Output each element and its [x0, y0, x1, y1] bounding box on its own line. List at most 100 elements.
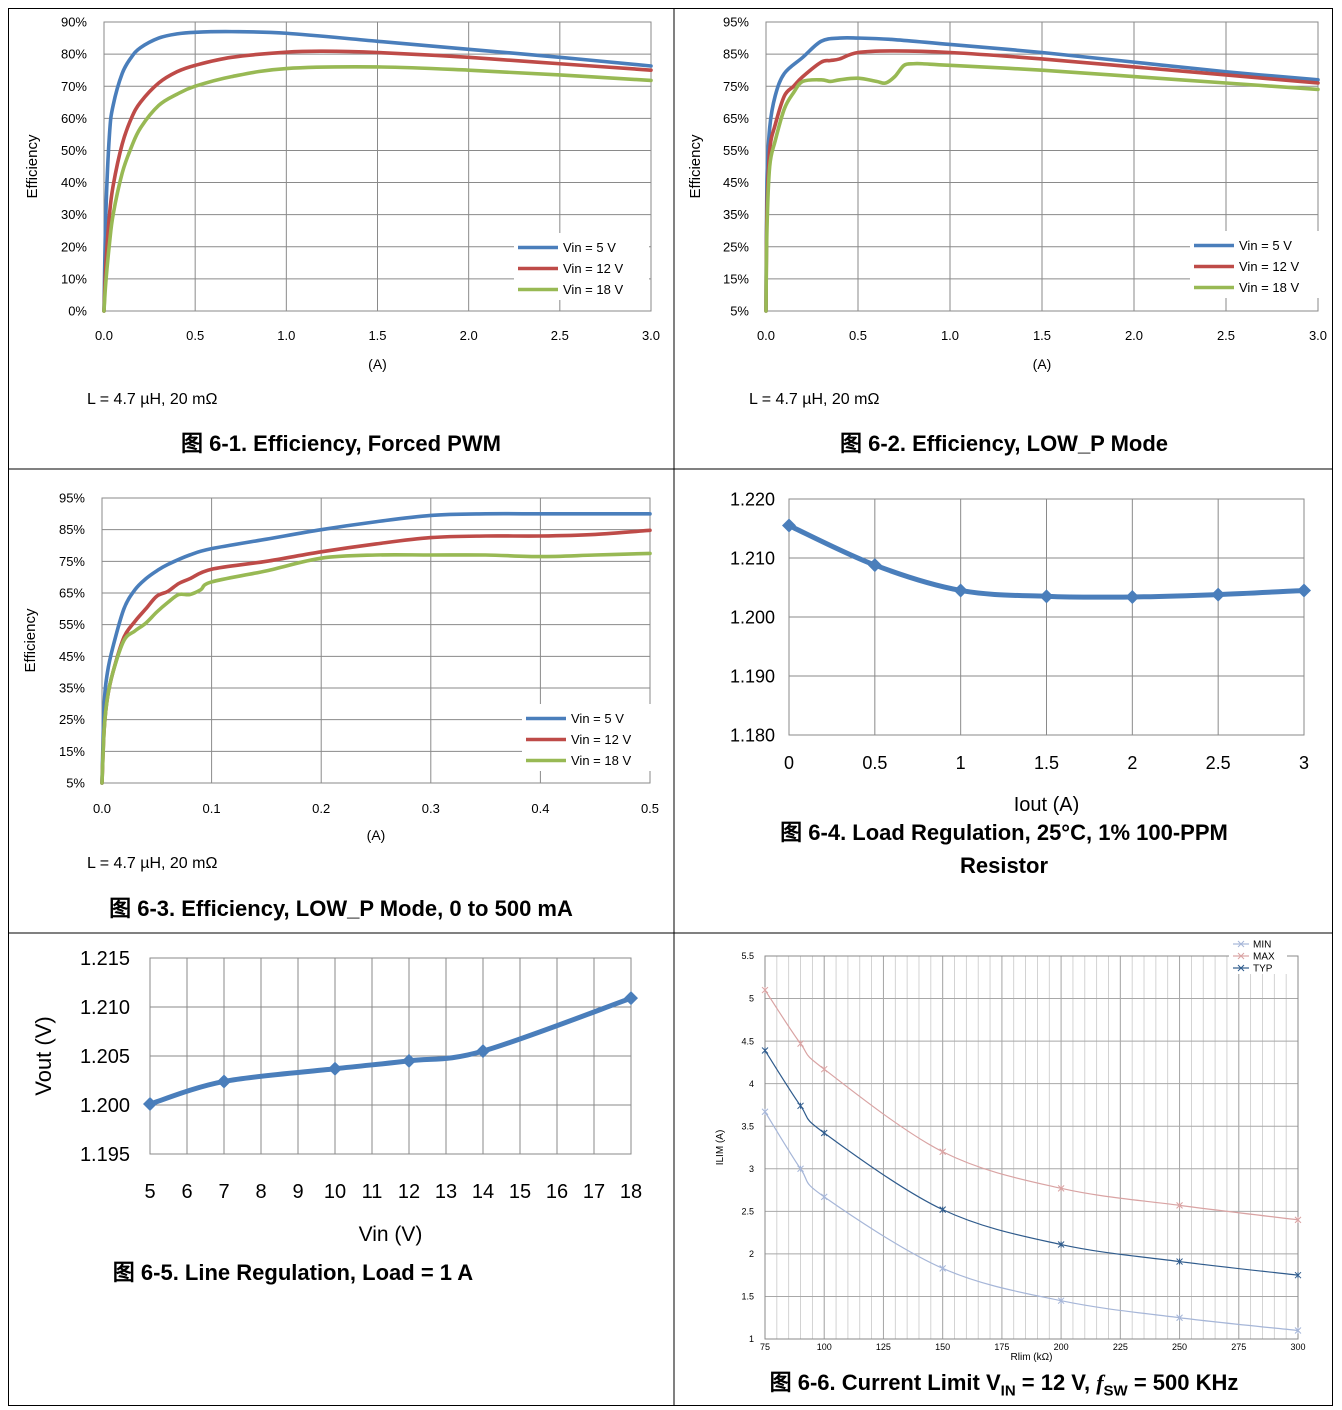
figure-caption: 图 6-3. Efficiency, LOW_P Mode, 0 to 500 …	[109, 896, 573, 921]
figure-caption-line-2: Resistor	[959, 853, 1049, 878]
panel-fig-6-2: 5% 15% 25% 35% 45% 55% 65% 75% 85% 95% 0.0 0.5 1.0 1.…	[675, 8, 1333, 469]
panel-fig-6-1: 0% 10% 20% 30% 40% 50% 60% 70% 80% 90% 0.0 0.5 1.0 1.…	[8, 8, 674, 469]
x-tick-label: 0.5	[849, 328, 867, 343]
x-tick-label: 8	[255, 1181, 266, 1203]
series-line-max	[764, 989, 1299, 1221]
caption-main: 图 6-6. Current Limit V	[769, 1370, 1001, 1395]
x-tick-label: 11	[362, 1181, 383, 1203]
y-tick-label: 45%	[59, 649, 85, 664]
x-axis-label: (A)	[1033, 356, 1052, 372]
data-point-marker	[761, 1047, 769, 1054]
y-tick-label: 3	[749, 1164, 754, 1174]
data-point-marker	[1176, 1314, 1183, 1322]
chart-line-regulation: 1.195 1.200 1.205 1.210 1.215 5 6 7 8 9 10 11 12 13 14…	[31, 948, 642, 1246]
data-point-marker	[1294, 1216, 1302, 1224]
data-point-marker	[402, 1053, 416, 1068]
data-point-marker	[939, 1265, 947, 1272]
data-point-marker	[797, 1102, 804, 1110]
panel-fig-6-3: 5% 15% 25% 35% 45% 55% 65% 75% 85% 95% 0.0 0.1 0.2 0.…	[8, 470, 674, 933]
x-tick-label: 0.0	[95, 328, 113, 343]
caption-subscript-sw: SW	[1103, 1382, 1128, 1400]
y-tick-label: 25%	[59, 712, 85, 727]
inductor-note: L = 4.7 µH, 20 mΩ	[87, 855, 218, 872]
legend-label-vin-5-v: Vin = 5 V	[1239, 238, 1292, 253]
y-tick-label: 2	[749, 1249, 754, 1259]
grid-borders	[8, 8, 1333, 1406]
data-point-marker	[1297, 583, 1311, 598]
y-tick-label: 35%	[59, 681, 85, 696]
y-tick-label: 10%	[61, 271, 87, 286]
y-tick-label: 1.200	[730, 607, 775, 627]
x-tick-label: 250	[1172, 1342, 1187, 1352]
y-tick-label: 25%	[723, 239, 749, 254]
legend-label-max: MAX	[1253, 952, 1275, 963]
series-line-vin-12-v	[102, 49, 653, 313]
legend-label-vin-5-v: Vin = 5 V	[571, 711, 624, 726]
x-tick-label: 0.5	[641, 801, 659, 816]
data-point-marker	[939, 1206, 947, 1213]
x-tick-label: 2.0	[1125, 328, 1143, 343]
y-axis-label: Vout (V)	[31, 1016, 56, 1095]
y-tick-label: 1.220	[730, 489, 775, 509]
x-tick-label: 2.5	[1217, 328, 1235, 343]
y-tick-label: 1.5	[741, 1292, 754, 1302]
plot-area-frame	[103, 21, 652, 312]
figure-caption: 图 6-5. Line Regulation, Load = 1 A	[112, 1260, 474, 1285]
legend-label-vin-12-v: Vin = 12 V	[1239, 259, 1299, 274]
y-tick-label: 95%	[723, 15, 749, 30]
y-tick-label: 5.5	[741, 951, 754, 961]
figure-caption: 图 6-1. Efficiency, Forced PWM	[181, 431, 501, 456]
plot-area-frame	[764, 955, 1299, 1340]
x-tick-label: 18	[620, 1181, 642, 1203]
x-tick-label: 3.0	[642, 328, 660, 343]
series-line-min	[764, 1111, 1299, 1332]
y-tick-label: 85%	[723, 47, 749, 62]
y-tick-label: 1.200	[80, 1095, 130, 1117]
x-axis-label: Iout (A)	[1014, 794, 1080, 815]
legend-label-vin-18-v: Vin = 18 V	[563, 282, 623, 297]
y-tick-label: 5	[749, 994, 754, 1004]
data-point-marker	[761, 986, 769, 994]
legend-label-vin-12-v: Vin = 12 V	[563, 261, 623, 276]
x-axis-label: (A)	[367, 827, 386, 843]
y-tick-label: 1	[749, 1334, 754, 1344]
y-tick-label: 1.190	[730, 666, 775, 686]
inductor-note: L = 4.7 µH, 20 mΩ	[749, 391, 880, 408]
series-line-typ	[764, 1049, 1299, 1276]
plot-area-frame	[101, 497, 651, 784]
plot-area-frame	[149, 957, 632, 1155]
legend-marker	[1237, 952, 1245, 960]
x-tick-label: 200	[1054, 1342, 1069, 1352]
series-line-vin-5-v	[102, 29, 653, 313]
y-tick-label: 70%	[61, 79, 87, 94]
y-tick-label: 35%	[723, 207, 749, 222]
chart-load-regulation: 1.180 1.190 1.200 1.210 1.220 0 0.5 1 1.5 2 2.5 3 Io…	[730, 489, 1311, 815]
y-tick-label: 4	[749, 1079, 754, 1089]
x-tick-label: 10	[324, 1181, 346, 1203]
y-tick-label: 1.215	[80, 948, 130, 970]
y-tick-label: 40%	[61, 175, 87, 190]
x-tick-label: 9	[292, 1181, 303, 1203]
caption-mid: = 12 V,	[1015, 1370, 1097, 1395]
data-point-marker	[797, 1040, 804, 1048]
y-tick-label: 1.195	[80, 1144, 130, 1166]
y-axis-label: Efficiency	[22, 608, 39, 672]
y-tick-label: 1.205	[80, 1046, 130, 1068]
data-point-marker	[1176, 1202, 1183, 1209]
data-point-marker	[1057, 1241, 1065, 1248]
figure-caption: 图 6-6. Current Limit VIN = 12 V, fSW = 5…	[675, 1368, 1333, 1406]
data-point-marker	[1294, 1271, 1302, 1279]
y-tick-label: 55%	[723, 143, 749, 158]
x-tick-label: 15	[509, 1181, 531, 1203]
series-line-vin-5-v	[764, 35, 1320, 313]
x-tick-label: 7	[218, 1181, 229, 1203]
data-point-marker	[1057, 1297, 1065, 1305]
y-tick-label: 75%	[59, 554, 85, 569]
x-tick-label: 2.5	[1206, 753, 1231, 773]
data-point-marker	[624, 991, 638, 1006]
legend-label-typ: TYP	[1253, 964, 1273, 975]
x-axis-label: Vin (V)	[359, 1223, 423, 1246]
x-axis-label: (A)	[368, 356, 387, 372]
data-point-marker	[1211, 587, 1226, 602]
chart-efficiency-forced-pwm: 0% 10% 20% 30% 40% 50% 60% 70% 80% 90% 0.0 0.5 1.0 1.…	[24, 15, 660, 372]
